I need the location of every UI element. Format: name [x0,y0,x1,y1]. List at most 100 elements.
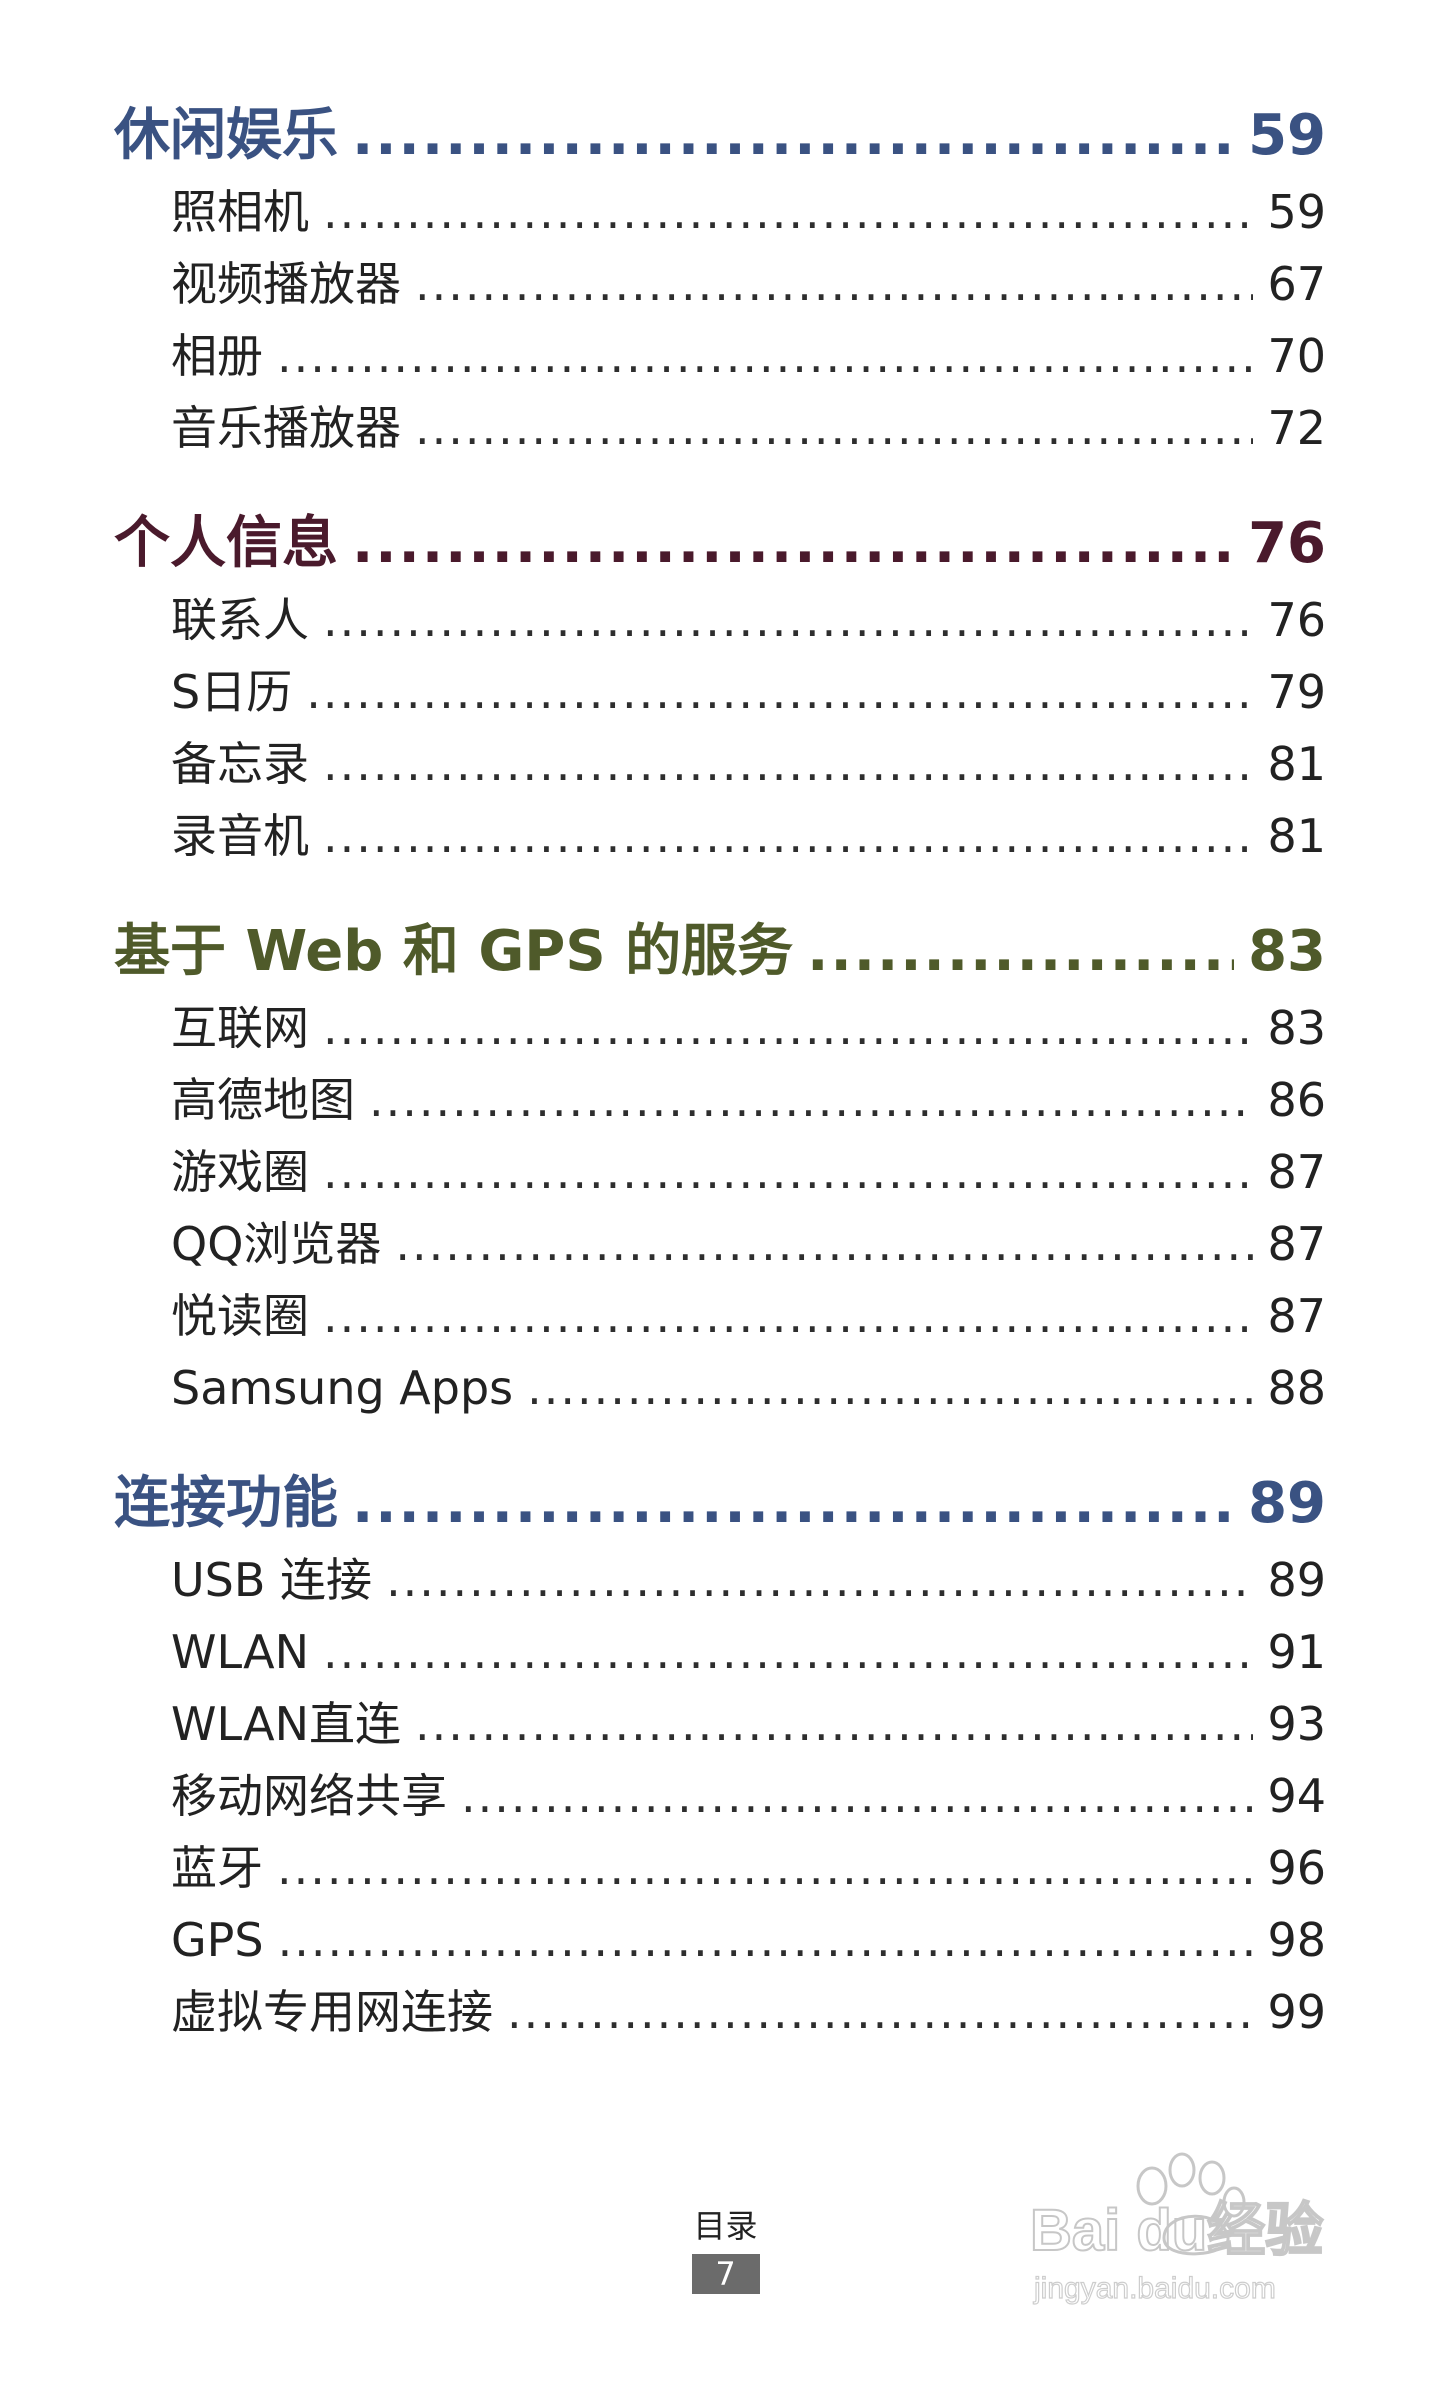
section-page-number: 76 [1248,511,1326,576]
entry-label: 蓝牙 [171,1841,263,1895]
entry-label: WLAN直连 [171,1697,402,1751]
entry-label: GPS [171,1913,264,1967]
entry-page-number: 93 [1267,1697,1326,1751]
entry-label: Samsung Apps [171,1361,514,1415]
footer-label: 目录 [693,2207,758,2245]
toc-entry[interactable]: 互联网 83 [171,992,1326,1064]
baidu-watermark: Bai du经验 jingyan.baidu.com [1029,2152,1324,2306]
entry-page-number: 59 [1267,185,1326,239]
entry-page-number: 99 [1267,1985,1326,2039]
section-title: 休闲娱乐 [114,103,338,168]
toc-entry[interactable]: 游戏圈 87 [171,1136,1326,1208]
section-title: 个人信息 [114,511,338,576]
watermark-url: jingyan.baidu.com [1033,2272,1276,2305]
entry-label: 虚拟专用网连接 [171,1985,493,2039]
entry-page-number: 96 [1267,1841,1326,1895]
entry-label: S日历 [171,665,293,719]
entry-label: 悦读圈 [171,1289,309,1343]
dot-leader [461,1760,1253,1832]
toc-entry[interactable]: 视频播放器 67 [171,248,1326,320]
toc-entry[interactable]: 高德地图 86 [171,1064,1326,1136]
toc-entry[interactable]: GPS 98 [171,1904,1326,1976]
toc-entry[interactable]: WLAN 91 [171,1616,1326,1688]
entry-label: USB 连接 [171,1553,373,1607]
toc-entry[interactable]: 录音机 81 [171,800,1326,872]
entry-page-number: 70 [1267,329,1326,383]
dot-leader [323,728,1253,800]
toc-entry[interactable]: QQ浏览器 87 [171,1208,1326,1280]
toc-entry[interactable]: S日历 79 [171,656,1326,728]
dot-leader [352,96,1234,176]
toc-entry[interactable]: 备忘录 81 [171,728,1326,800]
entry-page-number: 67 [1267,257,1326,311]
dot-leader [415,248,1253,320]
toc-entry[interactable]: 移动网络共享 94 [171,1760,1326,1832]
section-heading[interactable]: 连接功能 89 [114,1464,1326,1544]
dot-leader [323,176,1253,248]
dot-leader [323,1280,1253,1352]
entry-label: 移动网络共享 [171,1769,447,1823]
entry-page-number: 87 [1267,1217,1326,1271]
page-number-badge: 7 [691,2254,760,2294]
entry-label: WLAN [171,1625,310,1679]
section-heading[interactable]: 个人信息 76 [114,504,1326,584]
section-page-number: 59 [1248,103,1326,168]
entry-label: 照相机 [171,185,309,239]
entry-page-number: 91 [1267,1625,1326,1679]
entry-label: 高德地图 [171,1073,355,1127]
toc-entry[interactable]: 虚拟专用网连接 99 [171,1976,1326,2048]
toc-entry[interactable]: USB 连接 89 [171,1544,1326,1616]
toc-entry[interactable]: 蓝牙 96 [171,1832,1326,1904]
dot-leader [306,656,1253,728]
toc-entry[interactable]: 照相机 59 [171,176,1326,248]
toc-entry[interactable]: 音乐播放器 72 [171,392,1326,464]
dot-leader [386,1544,1253,1616]
entry-page-number: 89 [1267,1553,1326,1607]
section-title: 连接功能 [114,1471,338,1536]
toc-entry[interactable]: WLAN直连 93 [171,1688,1326,1760]
dot-leader [415,392,1253,464]
dot-leader [352,1464,1234,1544]
paw-icon [1136,2152,1246,2256]
entry-label: 录音机 [171,809,309,863]
entry-page-number: 79 [1267,665,1326,719]
dot-leader [323,584,1253,656]
entry-label: 备忘录 [171,737,309,791]
section-heading[interactable]: 休闲娱乐 59 [114,96,1326,176]
dot-leader [527,1352,1253,1424]
page-footer: 目录 7 [0,2204,1451,2294]
entry-label: 游戏圈 [171,1145,309,1199]
entry-page-number: 72 [1267,401,1326,455]
dot-leader [395,1208,1253,1280]
toc-section-web-gps: 基于 Web 和 GPS 的服务 83 互联网 83 高德地图 86 游戏圈 8… [114,912,1326,1424]
dot-leader [277,320,1253,392]
section-heading[interactable]: 基于 Web 和 GPS 的服务 83 [114,912,1326,992]
dot-leader [277,1832,1253,1904]
toc-section-connectivity: 连接功能 89 USB 连接 89 WLAN 91 WLAN直连 93 移动网络… [114,1464,1326,2048]
entry-page-number: 88 [1267,1361,1326,1415]
entry-page-number: 83 [1267,1001,1326,1055]
toc-section-personal-info: 个人信息 76 联系人 76 S日历 79 备忘录 81 录音机 81 [114,504,1326,872]
entry-page-number: 81 [1267,737,1326,791]
toc-entry[interactable]: 相册 70 [171,320,1326,392]
dot-leader [323,1136,1253,1208]
dot-leader [278,1904,1254,1976]
dot-leader [323,992,1253,1064]
entry-page-number: 86 [1267,1073,1326,1127]
entry-label: 互联网 [171,1001,309,1055]
section-page-number: 89 [1248,1471,1326,1536]
dot-leader [807,912,1234,992]
entry-page-number: 94 [1267,1769,1326,1823]
entry-page-number: 81 [1267,809,1326,863]
entry-label: 联系人 [171,593,309,647]
toc-entry[interactable]: 悦读圈 87 [171,1280,1326,1352]
toc-entry[interactable]: 联系人 76 [171,584,1326,656]
dot-leader [415,1688,1253,1760]
section-title: 基于 Web 和 GPS 的服务 [114,919,794,984]
toc-entry[interactable]: Samsung Apps 88 [171,1352,1326,1424]
section-page-number: 83 [1248,919,1326,984]
dot-leader [323,1616,1253,1688]
entry-page-number: 98 [1267,1913,1326,1967]
entry-page-number: 87 [1267,1145,1326,1199]
toc-section-entertainment: 休闲娱乐 59 照相机 59 视频播放器 67 相册 70 音乐播放器 72 [114,96,1326,464]
